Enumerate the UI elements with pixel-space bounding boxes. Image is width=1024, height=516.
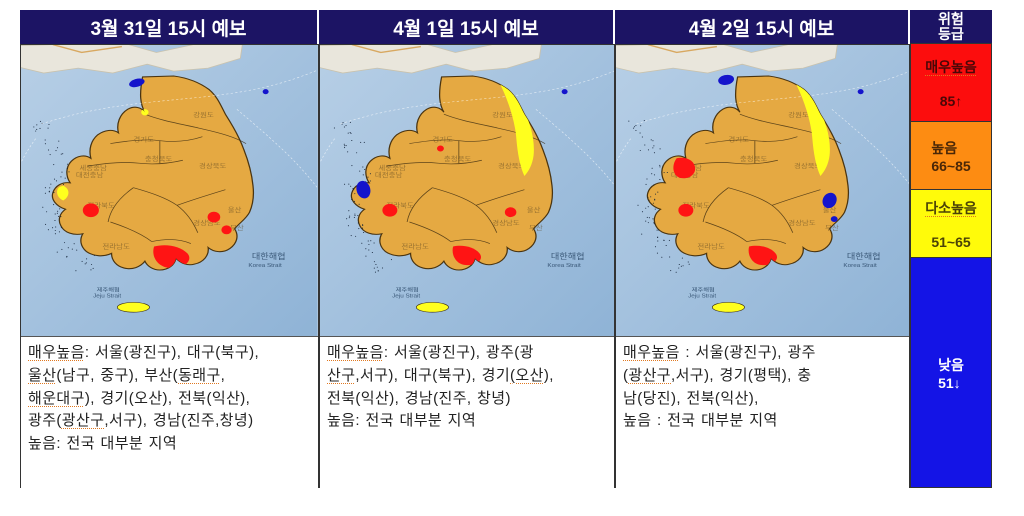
svg-text:경상북도: 경상북도 — [199, 162, 227, 170]
svg-text:충청북도: 충청북도 — [740, 155, 768, 163]
svg-text:경상남도: 경상남도 — [788, 219, 816, 227]
svg-text:경기도: 경기도 — [432, 135, 453, 143]
svg-text:강원도: 강원도 — [788, 111, 809, 119]
svg-text:Korea Strait: Korea Strait — [547, 263, 581, 269]
svg-text:대전충남: 대전충남 — [76, 170, 104, 178]
svg-text:부산: 부산 — [825, 223, 839, 231]
svg-text:전라남도: 전라남도 — [102, 242, 130, 250]
svg-text:울산: 울산 — [228, 206, 242, 214]
svg-text:Jeju Strait: Jeju Strait — [688, 294, 716, 300]
svg-text:Korea Strait: Korea Strait — [248, 263, 282, 269]
svg-text:세종충남: 세종충남 — [79, 164, 107, 172]
svg-text:대한해협: 대한해협 — [551, 251, 585, 261]
svg-text:충청북도: 충청북도 — [145, 155, 173, 163]
svg-text:울산: 울산 — [527, 206, 541, 214]
svg-text:부산: 부산 — [529, 223, 543, 231]
svg-text:경상남도: 경상남도 — [492, 219, 520, 227]
svg-text:전라남도: 전라남도 — [697, 242, 725, 250]
svg-text:강원도: 강원도 — [492, 111, 513, 119]
svg-text:세종충남: 세종충남 — [378, 164, 406, 172]
svg-text:충청북도: 충청북도 — [444, 155, 472, 163]
svg-text:대전충남: 대전충남 — [375, 170, 403, 178]
svg-text:전라남도: 전라남도 — [401, 242, 429, 250]
svg-text:경기도: 경기도 — [728, 135, 749, 143]
svg-text:Korea Strait: Korea Strait — [843, 263, 877, 269]
svg-text:Jeju Strait: Jeju Strait — [93, 294, 121, 300]
svg-text:경기도: 경기도 — [133, 135, 154, 143]
svg-text:제주해협: 제주해협 — [692, 286, 715, 293]
svg-text:강원도: 강원도 — [193, 111, 214, 119]
svg-text:대한해협: 대한해협 — [847, 251, 881, 261]
svg-text:대한해협: 대한해협 — [252, 251, 286, 261]
svg-text:Jeju Strait: Jeju Strait — [392, 294, 420, 300]
svg-text:제주해협: 제주해협 — [396, 286, 419, 293]
svg-text:제주해협: 제주해협 — [97, 286, 120, 293]
svg-text:부산: 부산 — [230, 223, 244, 231]
